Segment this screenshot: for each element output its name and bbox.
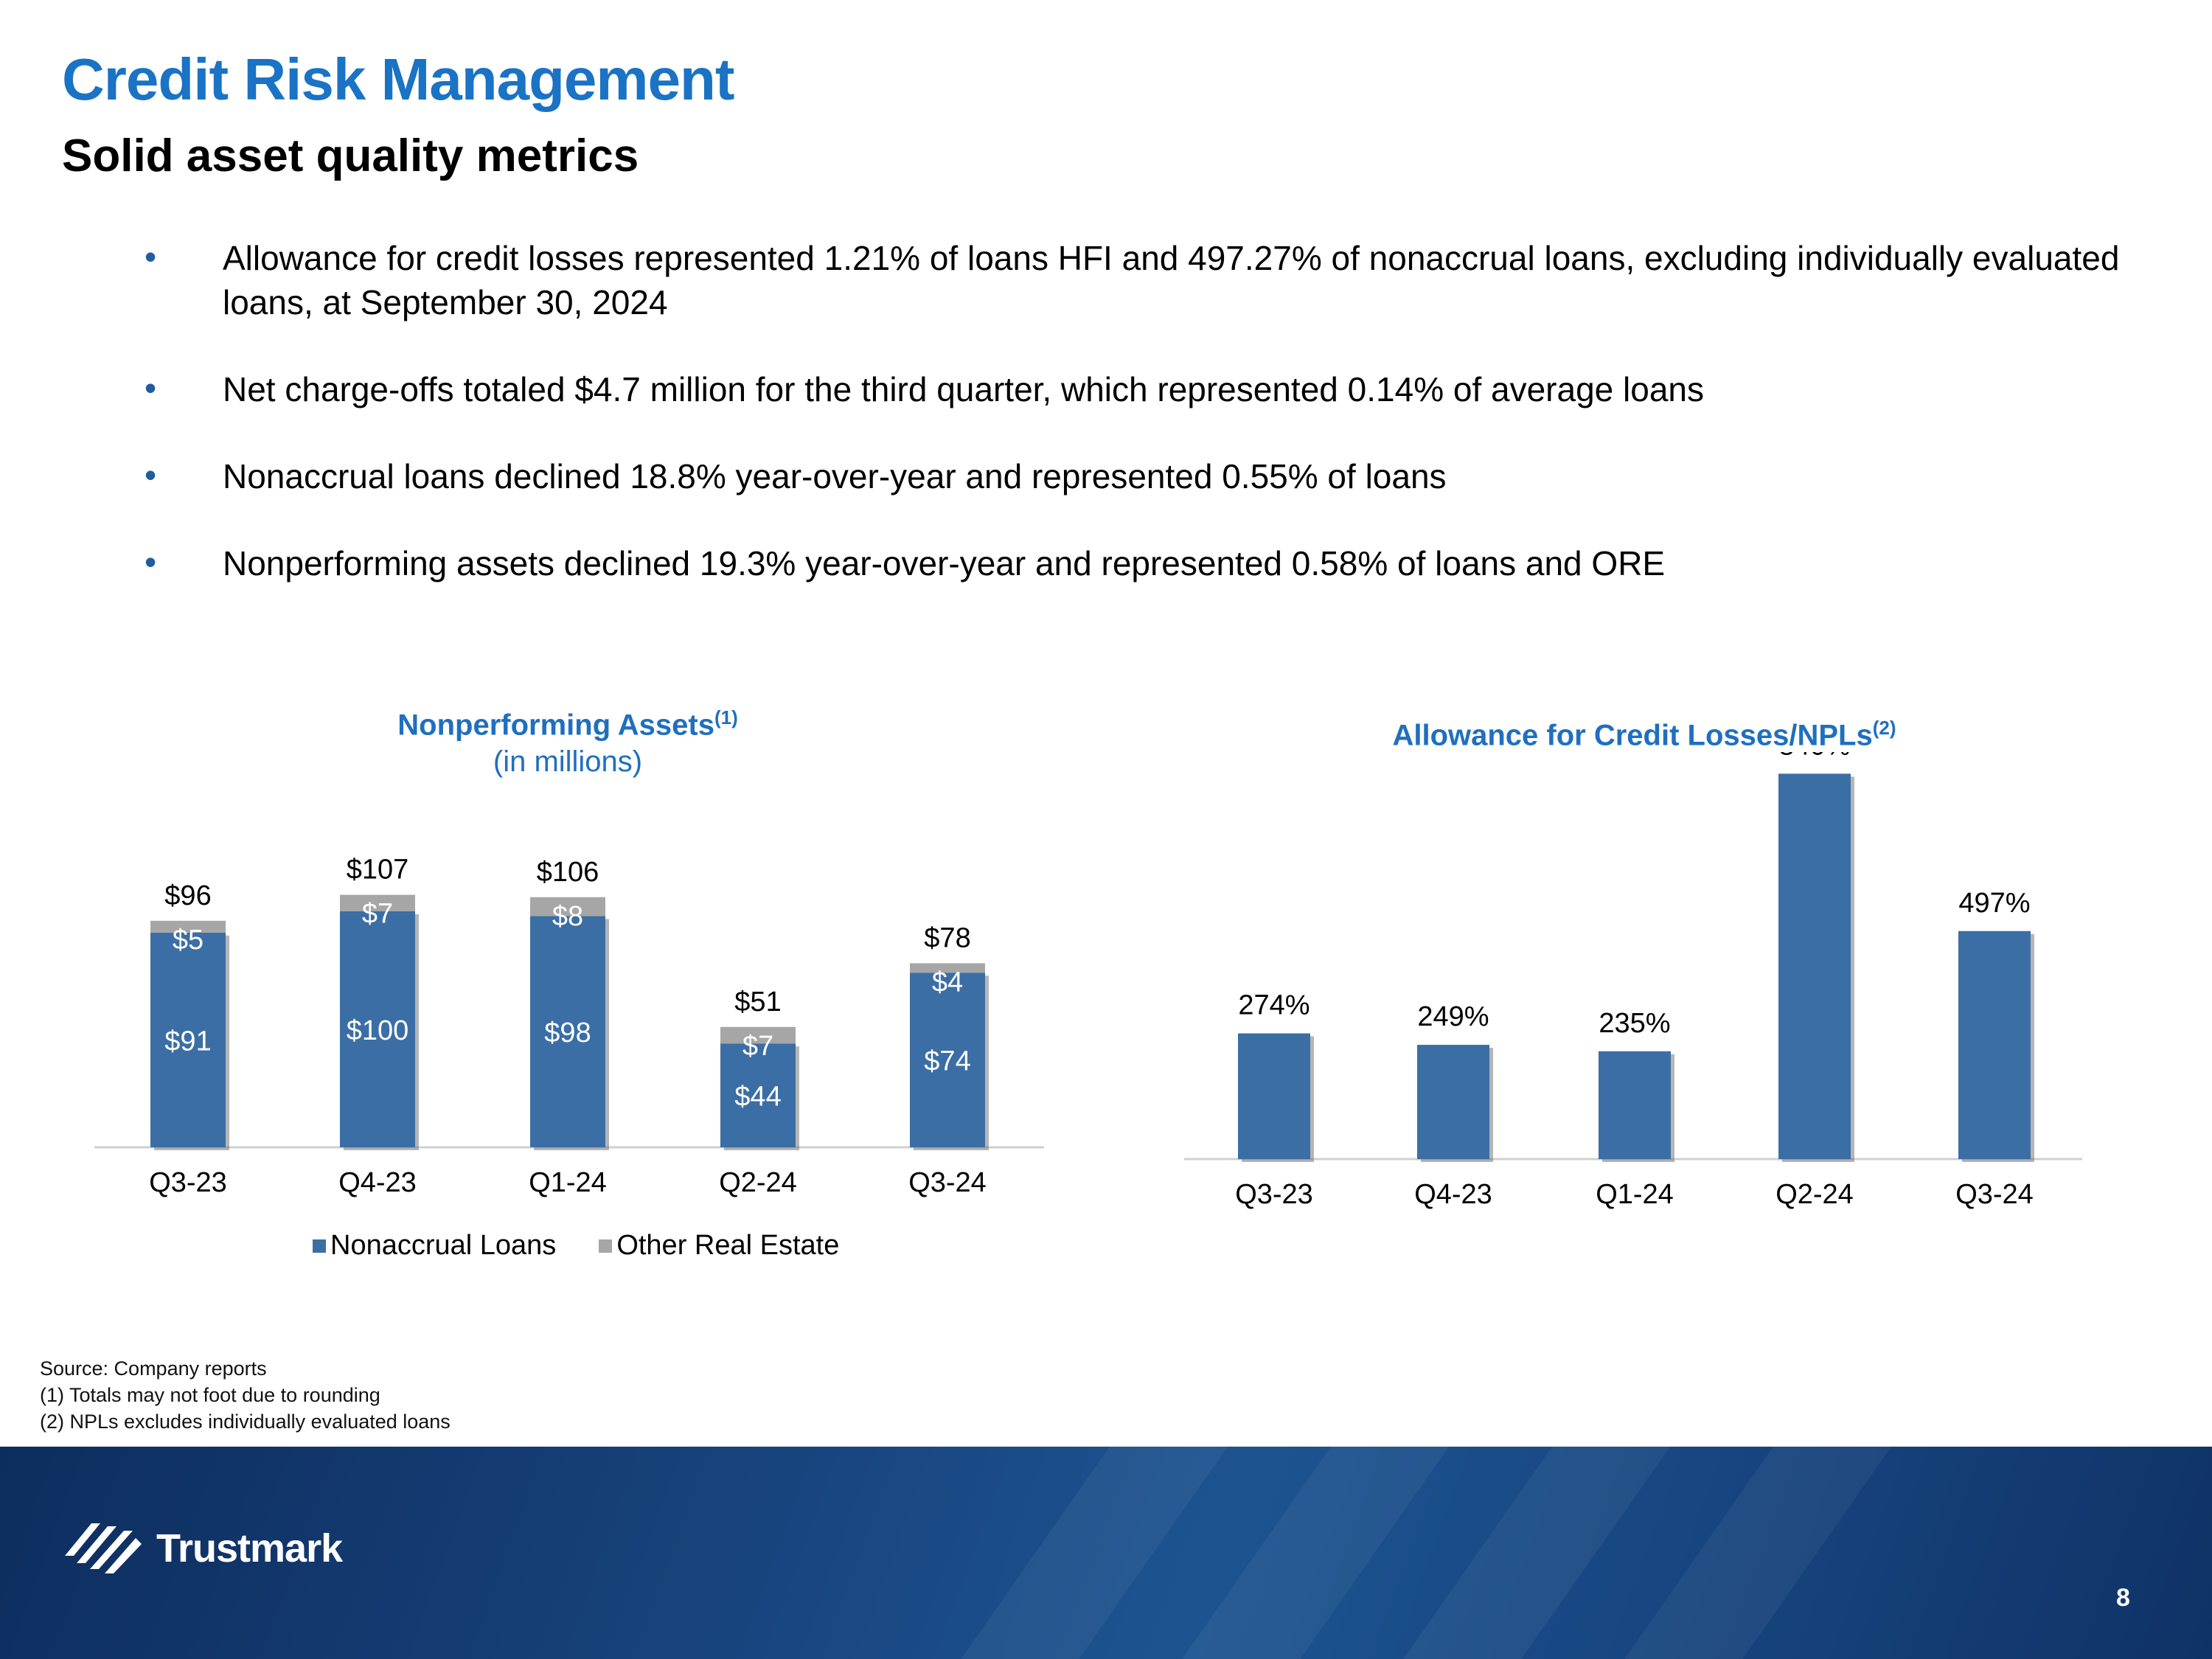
xtick-Q3-23: Q3-23 xyxy=(1235,1179,1313,1210)
footnote-source: Source: Company reports xyxy=(40,1357,267,1380)
bar-ore-Q4-23 xyxy=(340,894,415,911)
bullet-dot-icon: • xyxy=(145,456,157,494)
xtick-Q4-23: Q4-23 xyxy=(1414,1179,1492,1210)
bar-ore-Q1-24 xyxy=(530,897,605,917)
xtick-Q3-24: Q3-24 xyxy=(1955,1179,2034,1210)
label-nonaccrual-Q1-24: $98 xyxy=(544,1018,591,1048)
bullet-text: Allowance for credit losses represented … xyxy=(223,239,2120,321)
bar-acl-Q1-24 xyxy=(1599,1051,1671,1159)
bullet-text: Nonperforming assets declined 19.3% year… xyxy=(223,544,1666,582)
label-ore-Q1-24: $8 xyxy=(552,901,583,932)
label-nonaccrual-Q4-23: $100 xyxy=(347,1015,409,1046)
bar-ore-Q3-24 xyxy=(910,963,985,973)
bullet-dot-icon: • xyxy=(145,543,157,581)
legend-swatch-nonaccrual xyxy=(313,1239,326,1253)
acl-bar-chart: 274% Q3-23 249% Q4-23 235% Q1-24 840% Q2-24 497%… xyxy=(1184,752,2082,1210)
xtick-Q4-23: Q4-23 xyxy=(338,1167,417,1198)
xtick-Q2-24: Q2-24 xyxy=(719,1167,797,1198)
bullet-list: • Allowance for credit losses represented… xyxy=(140,236,2131,628)
legend-item-ore: Other Real Estate xyxy=(599,1230,839,1262)
bullet-item: • Allowance for credit losses represented… xyxy=(140,236,2131,324)
footnotes: Source: Company reports (1) Totals may n… xyxy=(40,1355,451,1435)
bar-acl-Q2-24 xyxy=(1778,773,1851,1159)
xtick-Q3-24: Q3-24 xyxy=(908,1167,987,1198)
xtick-Q2-24: Q2-24 xyxy=(1775,1179,1854,1210)
page-number: 8 xyxy=(2116,1584,2130,1612)
label-nonaccrual-Q3-24: $74 xyxy=(924,1046,970,1077)
legend-item-nonaccrual: Nonaccrual Loans xyxy=(313,1230,556,1262)
npa-chart-title: Nonperforming Assets(1) (in millions) xyxy=(288,699,848,780)
footer-band: Trustmark xyxy=(0,1447,2212,1659)
label-total-Q4-23: $107 xyxy=(347,855,409,886)
bar-nonaccrual-Q2-24 xyxy=(720,1043,796,1147)
bullet-dot-icon: • xyxy=(145,369,157,407)
bar-nonaccrual-Q1-24 xyxy=(530,916,605,1147)
label-acl-Q3-23: 274% xyxy=(1238,990,1310,1021)
xtick-Q3-23: Q3-23 xyxy=(149,1167,227,1198)
trustmark-logo: Trustmark xyxy=(62,1520,343,1576)
bullet-dot-icon: • xyxy=(145,237,157,276)
bar-nonaccrual-Q3-24 xyxy=(910,973,985,1147)
bullet-text: Net charge-offs totaled $4.7 million for… xyxy=(223,370,1704,408)
label-total-Q1-24: $106 xyxy=(537,857,599,888)
legend-label-ore: Other Real Estate xyxy=(616,1230,840,1261)
acl-chart-title-footnote: (2) xyxy=(1872,717,1896,739)
label-ore-Q2-24: $7 xyxy=(742,1031,773,1062)
label-acl-Q4-23: 249% xyxy=(1417,1001,1489,1032)
label-acl-Q2-24: 840% xyxy=(1778,752,1850,761)
label-nonaccrual-Q2-24: $44 xyxy=(734,1082,781,1113)
label-total-Q2-24: $51 xyxy=(734,987,781,1018)
label-ore-Q3-23: $5 xyxy=(173,925,204,956)
bar-ore-Q2-24 xyxy=(720,1026,796,1044)
footnote-1: (1) Totals may not foot due to rounding xyxy=(40,1384,380,1406)
page-title: Credit Risk Management xyxy=(62,46,735,112)
acl-chart-title-text: Allowance for Credit Losses/NPLs xyxy=(1392,719,1873,752)
footnote-2: (2) NPLs excludes individually evaluated… xyxy=(40,1411,451,1433)
label-acl-Q1-24: 235% xyxy=(1599,1008,1670,1039)
npa-stacked-bar-chart: $91 $5 $96 Q3-23 $100 $7 $107 Q4-23 $98 $8 $106 Q1-… xyxy=(94,855,1044,1198)
bullet-item: • Nonaccrual loans declined 18.8% year-ov… xyxy=(140,454,2131,498)
label-total-Q3-24: $78 xyxy=(924,922,970,953)
legend-label-nonaccrual: Nonaccrual Loans xyxy=(330,1230,557,1261)
bar-nonaccrual-Q3-23 xyxy=(150,932,226,1147)
npa-chart-legend: Nonaccrual Loans Other Real Estate xyxy=(313,1230,839,1262)
trustmark-logo-text: Trustmark xyxy=(156,1526,343,1571)
legend-swatch-ore xyxy=(599,1239,613,1253)
npa-chart-title-footnote: (1) xyxy=(714,706,738,728)
xtick-Q1-24: Q1-24 xyxy=(529,1167,607,1198)
label-ore-Q3-24: $4 xyxy=(932,967,963,998)
npa-chart-title-text: Nonperforming Assets xyxy=(397,709,714,742)
bar-acl-Q3-23 xyxy=(1238,1033,1310,1159)
label-ore-Q4-23: $7 xyxy=(362,899,393,930)
bullet-text: Nonaccrual loans declined 18.8% year-ove… xyxy=(223,457,1447,495)
bar-acl-Q4-23 xyxy=(1417,1045,1489,1159)
npa-chart-subtitle: (in millions) xyxy=(493,745,643,779)
bullet-item: • Net charge-offs totaled $4.7 million fo… xyxy=(140,367,2131,411)
bar-acl-Q3-24 xyxy=(1958,931,2031,1159)
xtick-Q1-24: Q1-24 xyxy=(1596,1179,1674,1210)
bar-ore-Q3-23 xyxy=(150,920,226,933)
bullet-item: • Nonperforming assets declined 19.3% yea… xyxy=(140,541,2131,585)
label-acl-Q3-24: 497% xyxy=(1958,888,2030,919)
bar-nonaccrual-Q4-23 xyxy=(340,911,415,1147)
acl-chart-title: Allowance for Credit Losses/NPLs(2) xyxy=(1246,709,2042,754)
label-total-Q3-23: $96 xyxy=(164,880,211,911)
page-subtitle: Solid asset quality metrics xyxy=(62,131,639,181)
trustmark-logo-icon xyxy=(65,1523,142,1573)
label-nonaccrual-Q3-23: $91 xyxy=(164,1026,211,1057)
